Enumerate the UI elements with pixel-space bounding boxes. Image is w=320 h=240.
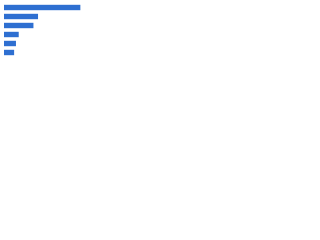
bar [4,40,16,47]
chart [0,0,100,71]
bar [4,22,34,29]
bar [4,31,19,38]
bar [4,49,15,56]
bar [4,4,81,11]
page: (() => { const data = JSON.parse(documen… [0,0,320,71]
bar [4,13,39,20]
